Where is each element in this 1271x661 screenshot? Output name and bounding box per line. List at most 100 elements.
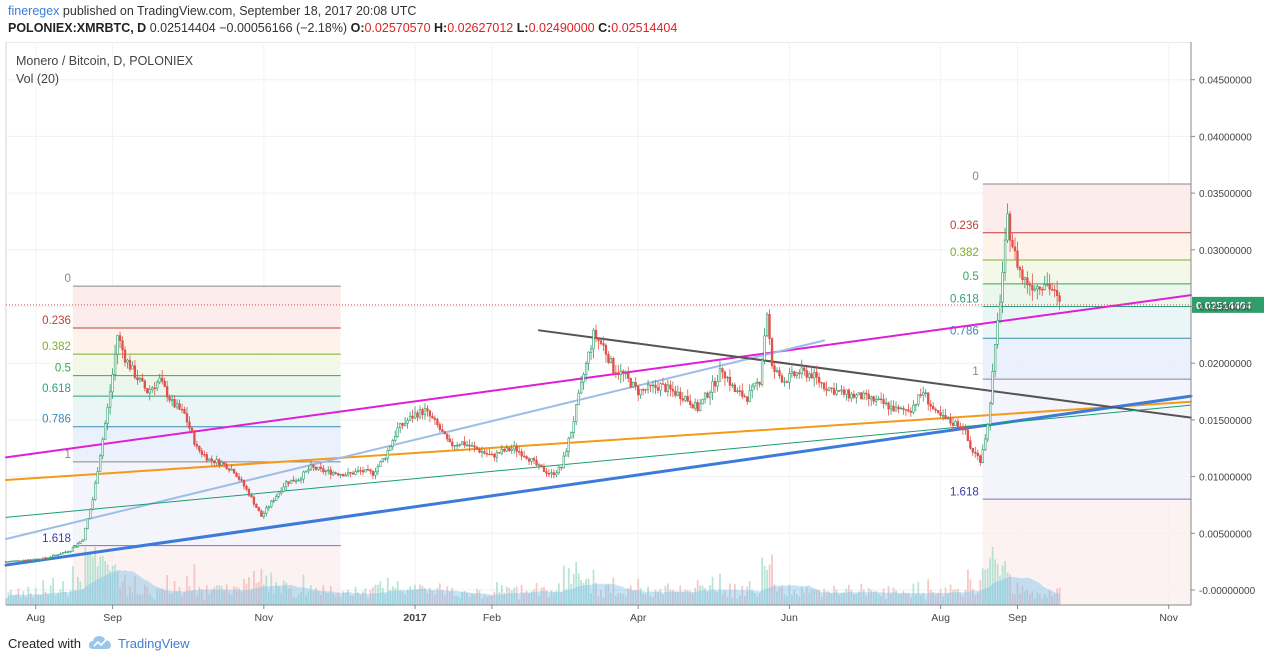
volume-bar (706, 591, 709, 605)
candle-body (827, 387, 831, 391)
candle-body (61, 552, 65, 555)
last-price-label: 0.02514404 (1196, 300, 1252, 312)
candle-body (423, 408, 427, 415)
volume-bar (981, 568, 984, 605)
candle-body (515, 445, 518, 452)
candle-body (924, 392, 927, 394)
volume-bar (62, 581, 64, 605)
volume-bar (324, 592, 327, 605)
close-label: C: (598, 21, 612, 35)
chart-header: fineregex published on TradingView.com, … (0, 0, 1271, 42)
candle-body (215, 459, 218, 464)
candle-body (966, 429, 970, 441)
candle-body (589, 348, 593, 353)
volume-bar (12, 595, 15, 605)
candle-body (1036, 286, 1039, 290)
volume-bar (592, 569, 595, 605)
candle-body (418, 409, 422, 418)
volume-bar (756, 596, 759, 605)
candle-body (265, 507, 268, 514)
candle-body (513, 445, 516, 450)
candle-body (594, 329, 598, 340)
candle-body (103, 423, 107, 440)
volume-bar (198, 586, 201, 605)
candle-body (222, 461, 226, 465)
candle-body (396, 427, 399, 437)
candle-body (24, 559, 28, 562)
volume-bar (124, 575, 126, 605)
candle-body (143, 380, 146, 389)
candle-body (939, 412, 942, 416)
candle-body (736, 390, 739, 392)
candle-body (753, 382, 756, 387)
volume-bar (857, 591, 860, 605)
volume-bar (136, 594, 139, 605)
candle-body (220, 461, 223, 466)
trendline-green[interactable] (5, 404, 1192, 518)
volume-bar (1016, 582, 1019, 605)
volume-bar (934, 595, 937, 605)
author-link[interactable]: fineregex (8, 4, 60, 18)
volume-bar (776, 591, 778, 605)
volume-bar (900, 593, 902, 605)
candle-body (123, 349, 127, 363)
trendline-light_blue[interactable] (5, 339, 826, 540)
candle-body (562, 455, 565, 469)
trendline-gray[interactable] (538, 329, 1192, 419)
trendline-orange[interactable] (5, 400, 1192, 482)
candle-body (1001, 272, 1004, 303)
volume-bar (627, 588, 630, 605)
candle-body (282, 486, 285, 492)
volume-bar (96, 565, 99, 605)
candle-body (389, 446, 392, 451)
volume-bar (69, 590, 72, 605)
fib-2016-zone (72, 328, 341, 355)
tradingview-link[interactable]: TradingView (118, 636, 190, 651)
candle-body (299, 478, 303, 481)
fib-2017-level-label: 0.786 (950, 325, 979, 337)
volume-bar (495, 582, 498, 605)
candle-body (165, 386, 169, 398)
volume-bar (297, 594, 300, 605)
volume-bar (59, 589, 62, 605)
volume-bar (510, 590, 513, 605)
price-chart[interactable]: 0 0.236 0.382 0.5 0.618 0.786 1 1.618 0 0.236 0.38… (0, 42, 1271, 627)
candle-body (689, 400, 692, 405)
candle-body (1028, 284, 1032, 286)
candle-body (731, 384, 734, 387)
candle-body (232, 468, 236, 474)
candle-body (106, 406, 109, 424)
volume-bar (10, 590, 12, 605)
volume-bar (548, 597, 550, 605)
candle-body (255, 503, 258, 508)
candle-body (14, 560, 18, 562)
volume-bar (86, 552, 89, 605)
chart-area[interactable]: 0 0.236 0.382 0.5 0.618 0.786 1 1.618 0 0.236 0.38… (0, 42, 1271, 627)
candle-body (874, 399, 878, 402)
tradingview-cloud-icon[interactable] (88, 634, 112, 652)
candle-body (101, 438, 104, 457)
candle-body (349, 472, 352, 474)
candle-body (451, 441, 454, 447)
candle-body (701, 398, 704, 405)
volume-bar (213, 587, 216, 605)
fib-2016-zone (72, 461, 341, 546)
chart-title: Monero / Bitcoin, D, POLONIEX (16, 54, 194, 68)
candle-body (577, 392, 580, 406)
volume-bar (1036, 592, 1039, 605)
volume-bar (151, 597, 154, 605)
volume-bar (778, 587, 781, 605)
candle-body (584, 363, 588, 375)
volume-bar (17, 588, 20, 605)
volume-bar (684, 589, 687, 605)
candle-body (813, 372, 816, 379)
volume-bar (877, 594, 880, 605)
volume-bar (438, 583, 441, 605)
candle-body (629, 378, 632, 388)
trendline-magenta[interactable] (5, 294, 1192, 459)
volume-bar (825, 591, 828, 605)
volume-bar (24, 597, 27, 605)
y-tick-label: 0.03000000 (1199, 246, 1252, 257)
volume-bar (178, 586, 181, 605)
candle-body (899, 407, 903, 410)
